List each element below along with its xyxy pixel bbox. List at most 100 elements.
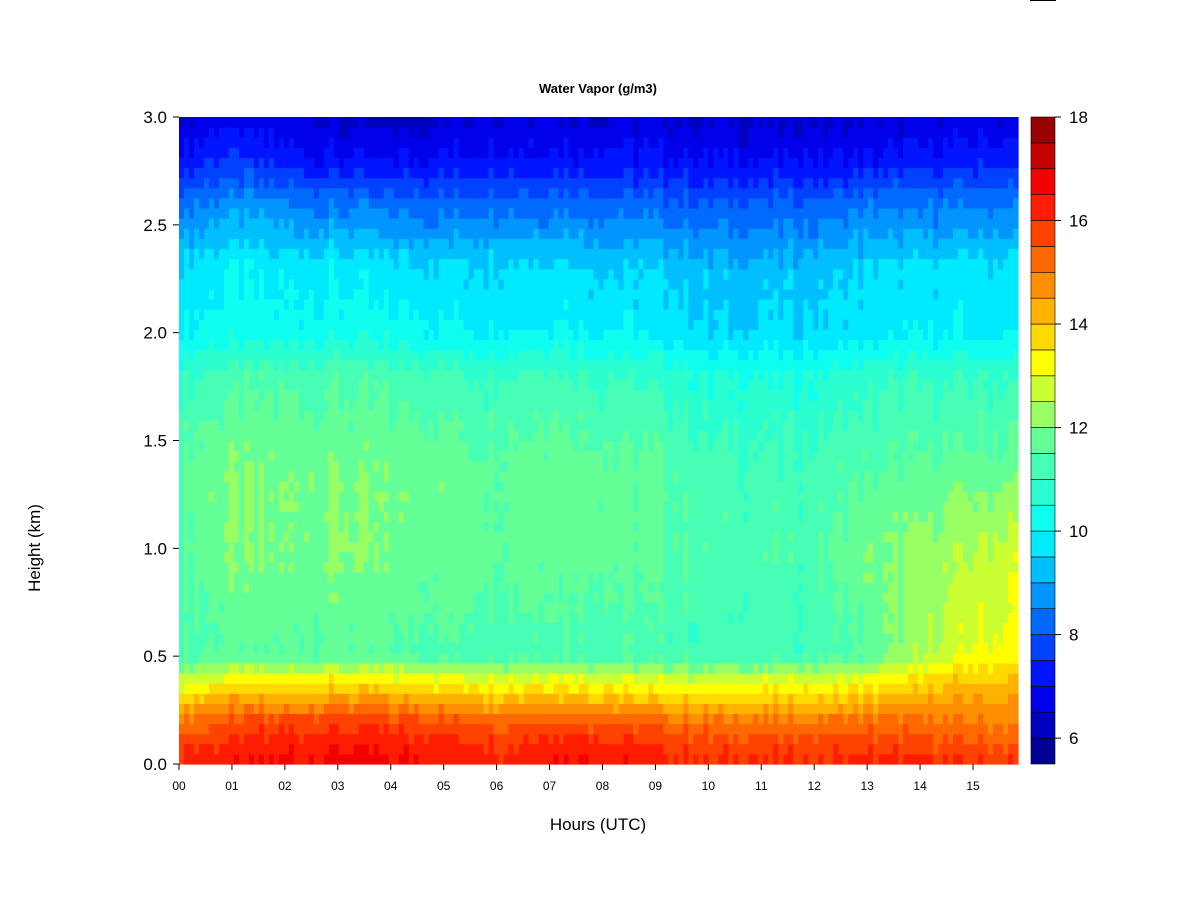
heatmap-cell [533,511,540,522]
heatmap-cell [243,683,250,694]
heatmap-cell [463,531,470,543]
heatmap-cell [428,127,435,138]
heatmap-cell [268,521,275,533]
heatmap-cell [188,470,195,482]
heatmap-cell [348,410,355,421]
heatmap-cell [278,238,285,250]
heatmap-cell [233,410,240,421]
heatmap-cell [293,571,300,583]
heatmap-cell [283,420,290,431]
heatmap-cell [293,117,300,128]
heatmap-cell [548,228,555,239]
heatmap-cell [243,440,250,452]
heatmap-cell [428,258,435,270]
heatmap-cell [278,571,285,583]
heatmap-cell [188,450,195,462]
heatmap-cell [363,147,370,159]
heatmap-cell [423,228,430,239]
heatmap-cell [248,612,255,624]
heatmap-cell [438,541,445,553]
heatmap-cell [433,117,440,128]
heatmap-cell [298,177,305,189]
heatmap-cell [218,592,225,603]
heatmap-cell [273,379,280,391]
heatmap-cell [493,218,500,229]
heatmap-cell [373,733,380,745]
heatmap-cell [188,612,195,624]
heatmap-cell [363,339,370,351]
heatmap-cell [398,278,405,290]
heatmap-cell [198,683,205,694]
heatmap-cell [253,278,260,290]
heatmap-cell [358,703,365,715]
heatmap-cell [423,733,430,745]
heatmap-cell [308,753,315,765]
heatmap-cell [403,228,410,239]
heatmap-cell [418,501,425,512]
heatmap-cell [368,683,375,694]
heatmap-cell [473,207,480,219]
heatmap-cell [278,662,285,674]
heatmap-cell [228,632,235,644]
heatmap-cell [393,460,400,472]
heatmap-cell [298,511,305,522]
heatmap-cell [273,167,280,179]
heatmap-cell [313,309,320,320]
heatmap-cell [378,693,385,704]
heatmap-cell [363,430,370,442]
heatmap-cell [333,582,340,593]
heatmap-cell [213,551,220,563]
heatmap-cell [553,501,560,512]
heatmap-cell [533,632,540,644]
heatmap-cell [543,339,550,351]
heatmap-cell [403,501,410,512]
heatmap-cell [198,268,205,280]
heatmap-cell [498,329,505,341]
heatmap-cell [378,622,385,634]
heatmap-cell [398,369,405,381]
heatmap-cell [453,228,460,239]
heatmap-cell [548,238,555,250]
heatmap-plot-area [179,117,1019,765]
chart-title: Water Vapor (g/m3) [539,81,657,96]
heatmap-cell [393,622,400,634]
heatmap-cell [313,551,320,563]
heatmap-cell [328,288,335,300]
heatmap-cell [528,228,535,239]
heatmap-cell [483,228,490,239]
heatmap-cell [558,288,565,300]
heatmap-cell [533,733,540,745]
heatmap-cell [463,197,470,209]
heatmap-cell [338,743,345,755]
heatmap-cell [248,288,255,300]
heatmap-cell [408,480,415,492]
heatmap-cell [398,440,405,452]
heatmap-cell [558,228,565,239]
heatmap-cell [458,632,465,644]
heatmap-cell [403,117,410,128]
heatmap-cell [368,339,375,351]
heatmap-cell [393,379,400,391]
heatmap-cell [393,541,400,553]
heatmap-cell [528,632,535,644]
heatmap-cell [428,662,435,674]
heatmap-cell [183,167,190,179]
heatmap-cell [458,743,465,755]
heatmap-cell [193,157,200,169]
heatmap-cell [378,703,385,715]
heatmap-cell [423,319,430,330]
heatmap-cell [203,703,210,715]
heatmap-cell [493,430,500,442]
heatmap-cell [348,480,355,492]
heatmap-cell [198,541,205,553]
heatmap-cell [538,430,545,442]
heatmap-cell [278,753,285,765]
heatmap-cell [438,491,445,502]
heatmap-cell [403,430,410,442]
heatmap-cell [253,673,260,684]
heatmap-cell [558,147,565,159]
heatmap-cell [273,440,280,452]
heatmap-cell [313,238,320,250]
heatmap-cell [548,147,555,159]
heatmap-cell [273,400,280,411]
